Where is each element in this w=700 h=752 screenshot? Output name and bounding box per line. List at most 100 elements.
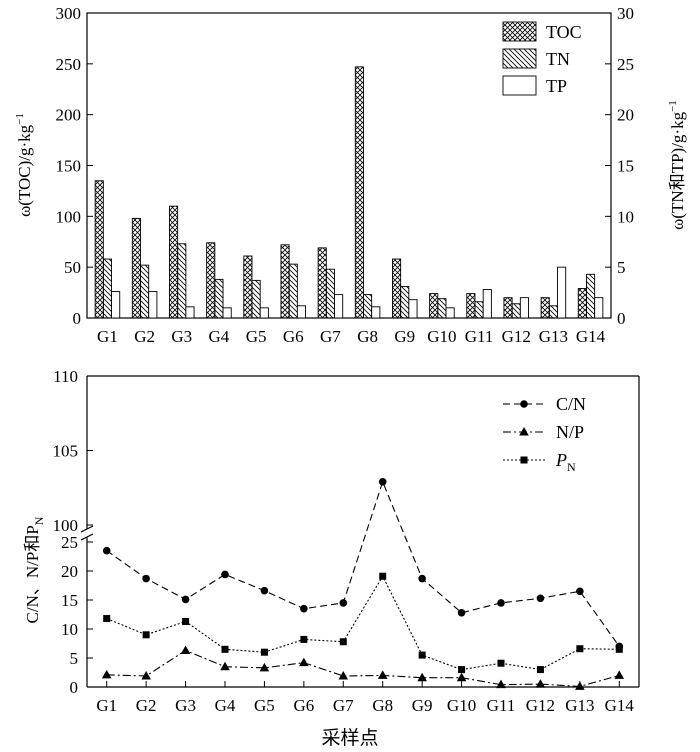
legend-swatch-tp xyxy=(502,75,537,96)
point-c-n-g5 xyxy=(260,586,269,595)
right-tick-label: 30 xyxy=(617,4,634,23)
legend-label-p: PN xyxy=(555,450,576,474)
x-tick-label: G4 xyxy=(215,696,236,715)
x-tick-label: G9 xyxy=(412,696,433,715)
bar-tp-g5 xyxy=(259,307,269,319)
bar-toc-g11 xyxy=(466,293,476,319)
axis-break-mark xyxy=(80,525,94,533)
x-tick-label: G1 xyxy=(97,327,118,346)
x-axis-label: 采样点 xyxy=(321,727,378,749)
y-tick-label: 25 xyxy=(61,533,78,552)
left-axis-label: ω(TOC)/g·kg−1 xyxy=(14,113,34,217)
bar-tn-g6 xyxy=(288,263,298,319)
left-tick-label: 250 xyxy=(56,55,82,74)
point-c-n-g1 xyxy=(102,546,111,555)
bar-tp-g14 xyxy=(594,297,604,319)
x-tick-label: G14 xyxy=(576,327,606,346)
bar-chart-toc-tn-tp: 0 50 100 150 200 250 300 0 5 10 15 20 25 30 G1 G2 G3 G4… xyxy=(14,4,687,346)
point-p-g5 xyxy=(260,648,268,656)
x-tick-label: G7 xyxy=(333,696,354,715)
bar-toc-g2 xyxy=(131,217,141,319)
x-tick-label: G10 xyxy=(427,327,456,346)
bar-toc-g12 xyxy=(503,297,513,319)
point-p-g2 xyxy=(142,631,150,639)
point-c-n-g11 xyxy=(497,599,505,607)
point-c-n-g4 xyxy=(221,570,229,579)
bar-toc-g3 xyxy=(169,205,179,319)
point-p-g12 xyxy=(536,666,544,674)
bar-tp-g4 xyxy=(222,307,232,319)
left-tick-label: 0 xyxy=(73,309,82,328)
point-p-g14 xyxy=(615,645,623,653)
x-tick-label: G9 xyxy=(394,327,415,346)
x-tick-label: G3 xyxy=(171,327,192,346)
left-tick-label: 50 xyxy=(64,258,81,277)
point-n-p-g14 xyxy=(614,670,625,679)
bar-toc-g9 xyxy=(391,258,402,319)
point-n-p-g9 xyxy=(417,672,427,682)
legend-marker-p xyxy=(520,456,528,464)
bar-legend: TOC TN TP xyxy=(502,21,582,96)
bar-tn-g7 xyxy=(325,268,335,319)
line-legend: C/N N/P PN xyxy=(503,394,586,474)
point-c-n-g12 xyxy=(536,594,545,603)
bar-tn-g10 xyxy=(437,298,447,319)
point-p-g8 xyxy=(379,572,387,580)
point-n-p-g10 xyxy=(456,672,467,682)
bar-toc-g8 xyxy=(354,66,364,319)
right-tick-label: 5 xyxy=(617,258,626,277)
right-tick-label: 10 xyxy=(617,207,634,226)
x-tick-label: G4 xyxy=(209,327,230,346)
bar-tn-g11 xyxy=(474,301,484,319)
left-tick-label: 100 xyxy=(56,207,82,226)
bar-tn-g1 xyxy=(102,258,112,319)
point-n-p-g3 xyxy=(180,645,191,654)
x-tick-label: G12 xyxy=(502,327,531,346)
bar-tp-g12 xyxy=(519,297,529,319)
point-p-g1 xyxy=(103,615,111,623)
y-tick-label: 105 xyxy=(53,442,79,461)
bar-tp-g6 xyxy=(296,305,307,319)
bar-toc-g6 xyxy=(280,244,290,319)
x-tick-label: G3 xyxy=(175,696,196,715)
bar-tp-g10 xyxy=(445,307,455,319)
bar-tn-g2 xyxy=(140,264,150,319)
y-tick-label: 110 xyxy=(53,367,78,386)
y-tick-label: 5 xyxy=(70,649,79,668)
legend-swatch-toc xyxy=(502,21,537,42)
x-tick-label: G6 xyxy=(293,696,314,715)
point-c-n-g3 xyxy=(181,595,190,604)
point-n-p-g7 xyxy=(338,670,349,680)
point-p-g13 xyxy=(576,645,584,653)
right-tick-label: 20 xyxy=(617,106,634,125)
point-c-n-g10 xyxy=(457,608,466,617)
legend-label-c-n: C/N xyxy=(556,394,586,414)
point-n-p-g11 xyxy=(496,679,506,689)
bar-tn-g5 xyxy=(251,279,261,319)
bar-toc-g4 xyxy=(206,242,216,319)
legend-label-toc: TOC xyxy=(546,22,582,42)
legend-label-tn: TN xyxy=(546,49,570,69)
y-tick-label: 10 xyxy=(61,620,78,639)
legend-label-n-p: N/P xyxy=(556,422,584,442)
bar-tn-g14 xyxy=(586,273,596,319)
right-tick-label: 25 xyxy=(617,55,634,74)
bar-tn-g9 xyxy=(400,286,410,319)
legend-label-tp: TP xyxy=(546,76,567,96)
right-tick-label: 15 xyxy=(617,157,634,176)
x-tick-label: G11 xyxy=(487,696,516,715)
point-n-p-g8 xyxy=(377,670,388,679)
x-tick-label: G7 xyxy=(320,327,341,346)
left-axis-ticks: 0 50 100 150 200 250 300 xyxy=(56,4,93,328)
x-tick-label: G12 xyxy=(526,696,555,715)
point-c-n-g9 xyxy=(418,574,426,583)
line-p xyxy=(106,575,620,671)
point-c-n-g7 xyxy=(339,599,348,607)
left-tick-label: 150 xyxy=(56,157,82,176)
x-tick-label: G13 xyxy=(565,696,594,715)
series-lines xyxy=(101,477,625,690)
bars xyxy=(94,66,604,319)
point-n-p-g12 xyxy=(535,679,546,688)
